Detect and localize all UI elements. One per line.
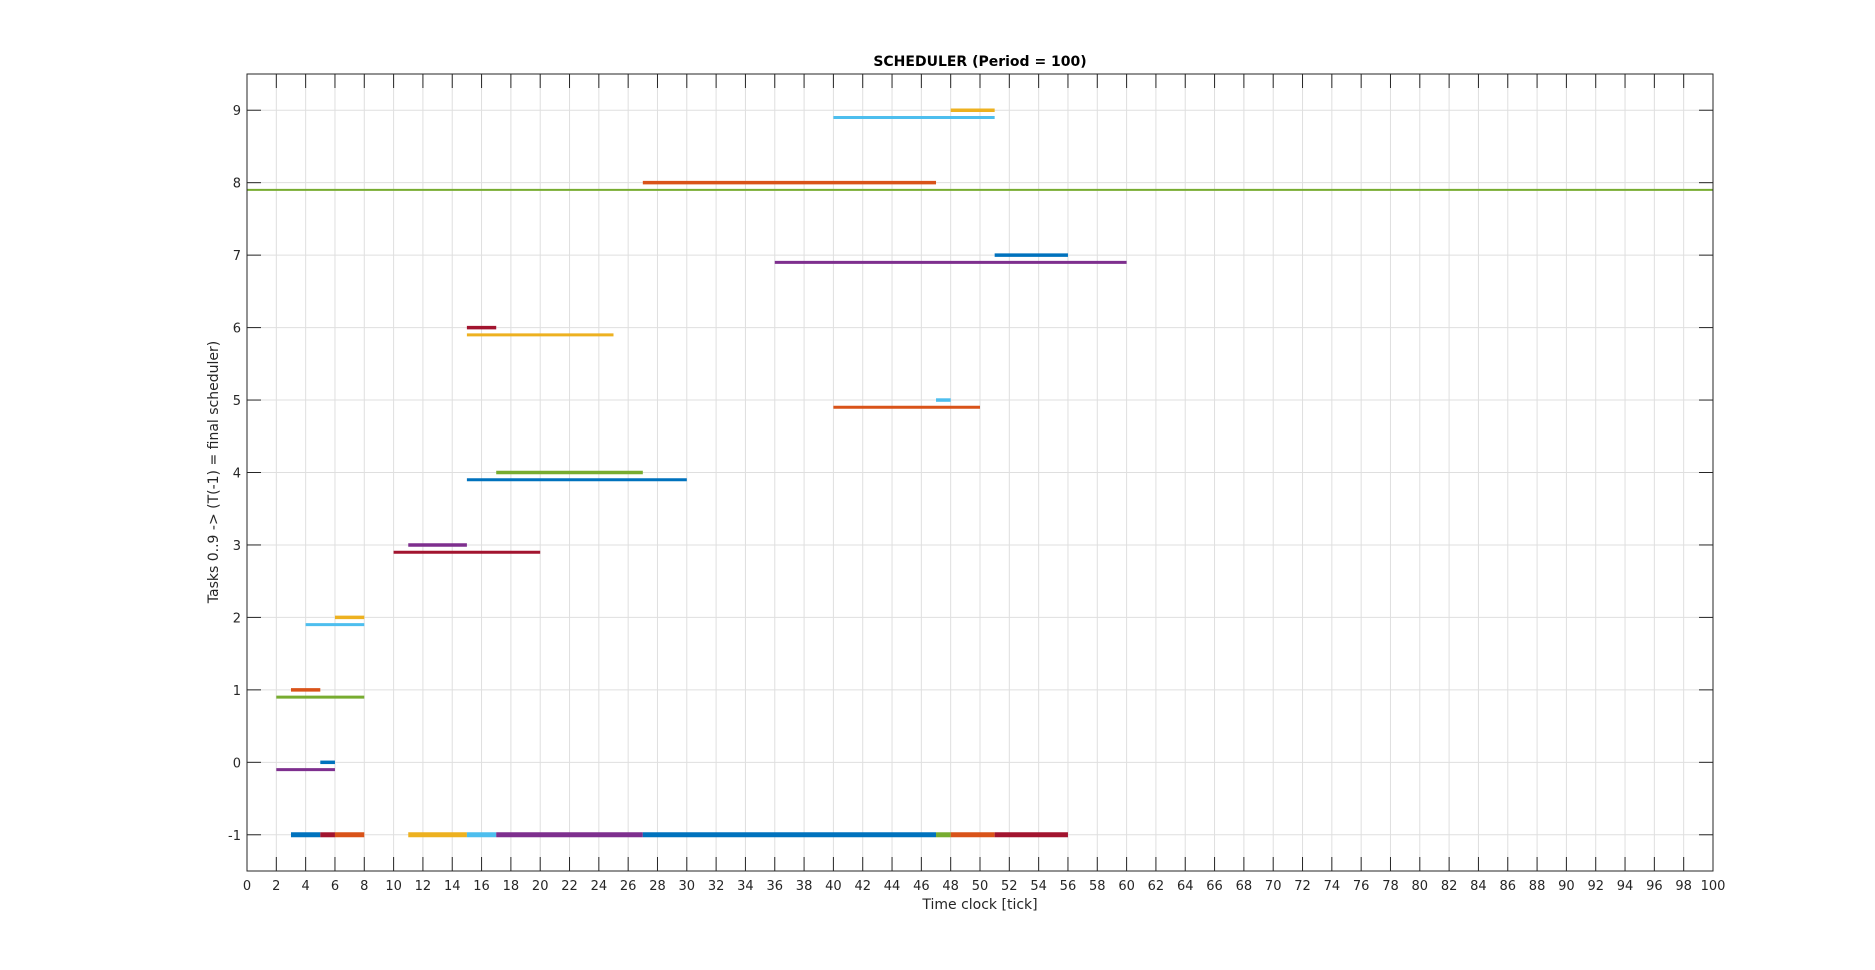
- x-tick-label: 78: [1382, 879, 1399, 894]
- x-tick-label: 2: [272, 879, 280, 894]
- x-tick-label: 46: [913, 879, 930, 894]
- x-tick-label: 66: [1206, 879, 1223, 894]
- y-tick-label: 0: [233, 756, 241, 771]
- x-tick-label: 74: [1324, 879, 1341, 894]
- x-tick-label: 20: [532, 879, 549, 894]
- y-tick-label: 4: [233, 467, 241, 482]
- y-tick-label: 2: [233, 611, 241, 626]
- x-tick-label: 62: [1148, 879, 1165, 894]
- x-tick-label: 72: [1294, 879, 1311, 894]
- x-tick-label: 80: [1412, 879, 1429, 894]
- x-tick-label: 92: [1587, 879, 1604, 894]
- x-tick-label: 24: [591, 879, 608, 894]
- x-tick-label: 100: [1701, 879, 1726, 894]
- x-tick-label: 12: [415, 879, 432, 894]
- x-tick-label: 14: [444, 879, 461, 894]
- y-tick-label: 9: [233, 104, 241, 119]
- x-tick-label: 16: [473, 879, 490, 894]
- x-tick-label: 98: [1675, 879, 1692, 894]
- x-tick-label: 48: [942, 879, 959, 894]
- y-tick-label: 1: [233, 684, 241, 699]
- x-tick-label: 90: [1558, 879, 1575, 894]
- axis-ticks: [246, 74, 1714, 871]
- x-tick-label: 52: [1001, 879, 1018, 894]
- x-axis-label: Time clock [tick]: [921, 897, 1037, 913]
- x-tick-label: 94: [1617, 879, 1634, 894]
- x-tick-label: 26: [620, 879, 637, 894]
- x-tick-label: 76: [1353, 879, 1370, 894]
- chart-title: SCHEDULER (Period = 100): [873, 54, 1086, 70]
- x-tick-label: 68: [1236, 879, 1253, 894]
- x-tick-label: 58: [1089, 879, 1106, 894]
- grid: [246, 74, 1714, 871]
- x-tick-label: 6: [331, 879, 339, 894]
- x-tick-label: 50: [972, 879, 989, 894]
- x-tick-label: 54: [1030, 879, 1047, 894]
- x-tick-label: 96: [1646, 879, 1663, 894]
- x-tick-label: 4: [301, 879, 309, 894]
- x-tick-label: 86: [1499, 879, 1516, 894]
- x-tick-label: 56: [1060, 879, 1077, 894]
- y-tick-label: 6: [233, 322, 241, 337]
- x-tick-label: 36: [766, 879, 783, 894]
- x-tick-label: 60: [1118, 879, 1135, 894]
- x-tick-label: 88: [1529, 879, 1546, 894]
- x-tick-labels: 0 2 4 6 8 10 12 14 16 18 20 22 24 26 28 30 32 34 36 38 40 42 4…: [243, 879, 1726, 894]
- x-tick-label: 28: [649, 879, 666, 894]
- y-tick-label: 3: [233, 539, 241, 554]
- y-tick-label: -1: [228, 829, 241, 844]
- x-tick-label: 0: [243, 879, 251, 894]
- x-tick-label: 64: [1177, 879, 1194, 894]
- x-tick-label: 22: [561, 879, 578, 894]
- x-tick-label: 70: [1265, 879, 1282, 894]
- y-tick-label: 8: [233, 177, 241, 192]
- y-axis-label: Tasks 0..9 -> (T(-1) = final scheduler): [206, 341, 222, 604]
- x-tick-label: 8: [360, 879, 368, 894]
- x-tick-label: 10: [385, 879, 402, 894]
- x-tick-label: 18: [503, 879, 520, 894]
- task-segments: [247, 108, 1713, 838]
- y-tick-label: 5: [233, 394, 241, 409]
- x-tick-label: 38: [796, 879, 813, 894]
- y-tick-labels: -1 0 1 2 3 4 5 6 7 8 9: [228, 104, 241, 844]
- x-tick-label: 30: [679, 879, 696, 894]
- x-tick-label: 34: [737, 879, 754, 894]
- x-tick-label: 82: [1441, 879, 1458, 894]
- x-tick-label: 44: [884, 879, 901, 894]
- x-tick-label: 40: [825, 879, 842, 894]
- y-tick-label: 7: [233, 249, 241, 264]
- x-tick-label: 84: [1470, 879, 1487, 894]
- x-tick-label: 42: [854, 879, 871, 894]
- x-tick-label: 32: [708, 879, 725, 894]
